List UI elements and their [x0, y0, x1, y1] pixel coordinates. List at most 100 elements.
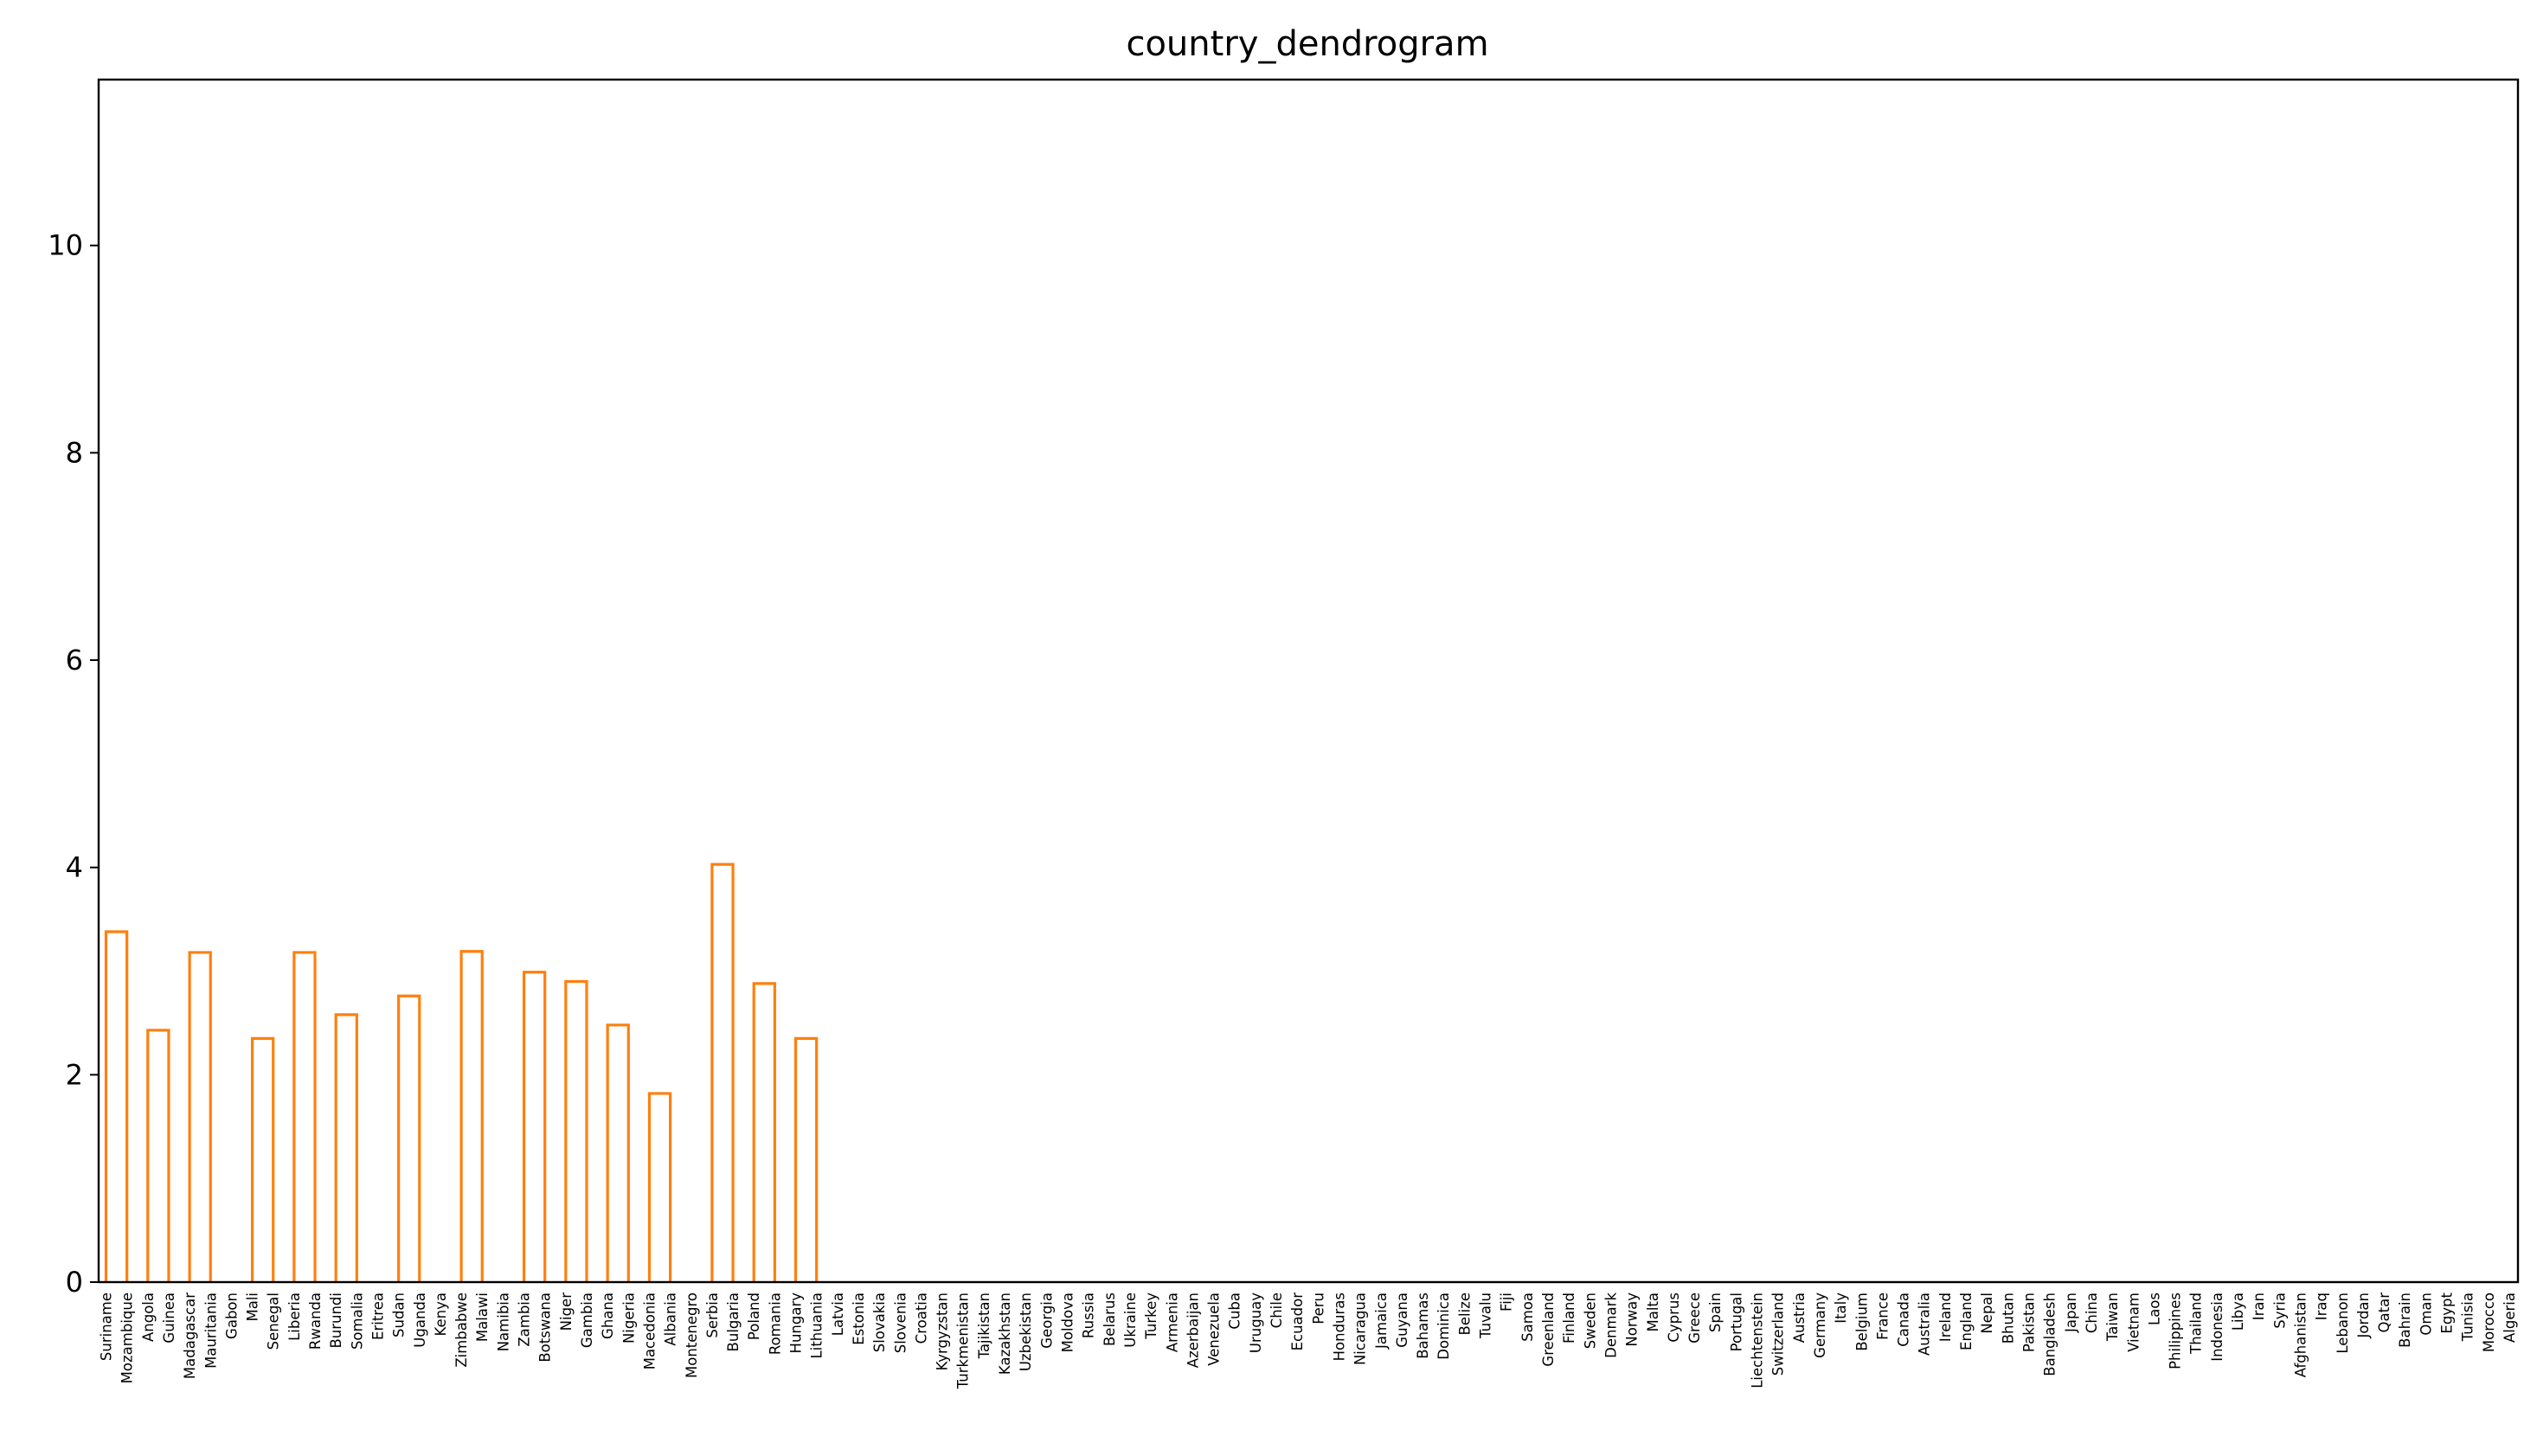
- leaf-label: Uzbekistan: [1018, 1292, 1034, 1371]
- leaf-label: Gambia: [579, 1292, 595, 1348]
- leaf-label: Bahamas: [1415, 1292, 1431, 1359]
- leaf-label: France: [1874, 1292, 1891, 1340]
- leaf-label: Libya: [2230, 1292, 2246, 1331]
- y-axis: 0 2 4 6 8 10: [48, 229, 99, 1299]
- leaf-label: Nigeria: [620, 1292, 637, 1344]
- leaf-label: Honduras: [1331, 1292, 1347, 1361]
- leaf-label: Sweden: [1582, 1292, 1598, 1349]
- leaf-label: Slovakia: [871, 1292, 888, 1352]
- leaf-label: Suriname: [99, 1292, 115, 1361]
- leaf-label: Laos: [2146, 1292, 2162, 1325]
- leaf-label: Liechtenstein: [1750, 1292, 1766, 1389]
- leaf-label: Uruguay: [1248, 1292, 1264, 1353]
- leaf-label: Egypt: [2439, 1292, 2456, 1333]
- dendrogram-link: [647, 1092, 672, 1282]
- leaf-label: Angola: [140, 1292, 157, 1342]
- leaf-label: Croatia: [913, 1292, 929, 1344]
- dendrogram-link: [104, 930, 129, 1282]
- leaf-label: Hungary: [788, 1292, 805, 1354]
- leaf-label: Malawi: [474, 1292, 491, 1342]
- leaf-label: Gabon: [223, 1292, 240, 1339]
- leaf-label: Pakistan: [2021, 1292, 2038, 1352]
- leaf-label: Ukraine: [1122, 1292, 1139, 1348]
- leaf-label: Guinea: [161, 1292, 177, 1344]
- leaf-label: Guyana: [1394, 1292, 1410, 1348]
- leaf-label: Cuba: [1227, 1292, 1243, 1330]
- y-tick-label: 2: [66, 1058, 83, 1091]
- leaf-label: Latvia: [830, 1292, 846, 1336]
- leaf-label: Turkmenistan: [955, 1292, 972, 1389]
- leaf-label: Bangladesh: [2042, 1292, 2059, 1376]
- leaf-label: Syria: [2271, 1292, 2288, 1329]
- leaf-label: Germany: [1812, 1292, 1828, 1358]
- dendrogram-link: [710, 863, 735, 1282]
- leaf-label: Azerbaijan: [1185, 1292, 1201, 1368]
- leaf-label: Cyprus: [1666, 1292, 1682, 1343]
- leaf-labels: Suriname Mozambique Angola Guinea Madagascar…: [99, 1292, 2519, 1389]
- leaf-label: Canada: [1896, 1292, 1912, 1347]
- leaf-label: Ecuador: [1289, 1292, 1306, 1351]
- leaf-label: Niger: [558, 1292, 575, 1331]
- leaf-label: Bhutan: [2000, 1292, 2016, 1344]
- leaf-label: Belgium: [1853, 1292, 1870, 1351]
- leaf-label: Australia: [1917, 1292, 1933, 1356]
- leaf-label: Somalia: [349, 1292, 365, 1350]
- leaf-label: Dominica: [1435, 1292, 1452, 1360]
- dendrogram-link: [292, 951, 317, 1282]
- leaf-label: Spain: [1707, 1292, 1724, 1332]
- leaf-label: Armenia: [1164, 1292, 1180, 1352]
- leaf-label: Estonia: [851, 1292, 867, 1345]
- leaf-label: Rwanda: [307, 1292, 324, 1350]
- leaf-label: Zambia: [517, 1292, 533, 1347]
- leaf-label: Jamaica: [1373, 1292, 1390, 1350]
- leaf-label: China: [2084, 1292, 2100, 1333]
- leaf-label: Ireland: [1937, 1292, 1954, 1342]
- leaf-label: Taiwan: [2104, 1292, 2121, 1342]
- leaf-label: Indonesia: [2209, 1292, 2225, 1362]
- plot-frame: [97, 78, 2520, 1284]
- dendrogram-link: [793, 1036, 819, 1282]
- leaf-label: Romania: [767, 1292, 783, 1355]
- y-tick-label: 8: [66, 436, 83, 469]
- leaf-label: Zimbabwe: [453, 1292, 470, 1368]
- leaf-label: Madagascar: [182, 1292, 198, 1379]
- leaf-label: Senegal: [266, 1292, 282, 1350]
- leaf-label: Italy: [1833, 1292, 1849, 1324]
- leaf-label: Iraq: [2314, 1292, 2330, 1320]
- y-tick-label: 0: [66, 1266, 83, 1299]
- leaf-label: Montenegro: [684, 1292, 700, 1378]
- leaf-label: Sudan: [391, 1292, 408, 1337]
- y-tick-label: 4: [66, 851, 83, 884]
- leaf-label: Bahrain: [2397, 1292, 2413, 1348]
- y-tick-label: 6: [66, 644, 83, 677]
- leaf-label: Nepal: [1979, 1292, 1995, 1334]
- leaf-label: Samoa: [1519, 1292, 1536, 1342]
- dendrogram-link: [334, 1013, 358, 1282]
- leaf-label: Tuvalu: [1478, 1292, 1494, 1339]
- dendrogram-link: [606, 1023, 630, 1282]
- leaf-label: Uganda: [412, 1292, 428, 1348]
- leaf-label: Vietnam: [2125, 1292, 2142, 1352]
- leaf-label: Moldova: [1060, 1292, 1076, 1352]
- leaf-label: Norway: [1624, 1292, 1641, 1347]
- leaf-label: Chile: [1268, 1292, 1285, 1328]
- dendrogram-link: [188, 951, 212, 1282]
- leaf-label: Morocco: [2481, 1292, 2497, 1352]
- leaf-label: Mauritania: [202, 1292, 219, 1369]
- y-tick-label: 10: [48, 229, 83, 262]
- leaf-label: Portugal: [1728, 1292, 1744, 1351]
- leaf-label: Macedonia: [641, 1292, 658, 1369]
- dendrogram-link: [397, 994, 421, 1282]
- leaf-label: Venezuela: [1206, 1292, 1223, 1366]
- leaf-label: Philippines: [2168, 1292, 2184, 1369]
- leaf-label: Russia: [1081, 1292, 1097, 1338]
- leaf-label: Japan: [2063, 1292, 2079, 1333]
- leaf-label: Afghanistan: [2292, 1292, 2309, 1377]
- leaf-label: Mozambique: [119, 1292, 136, 1383]
- leaf-label: Belize: [1456, 1292, 1473, 1335]
- leaf-label: Eritrea: [369, 1292, 386, 1340]
- dendrogram-link: [752, 982, 776, 1282]
- leaf-label: Greece: [1686, 1292, 1703, 1344]
